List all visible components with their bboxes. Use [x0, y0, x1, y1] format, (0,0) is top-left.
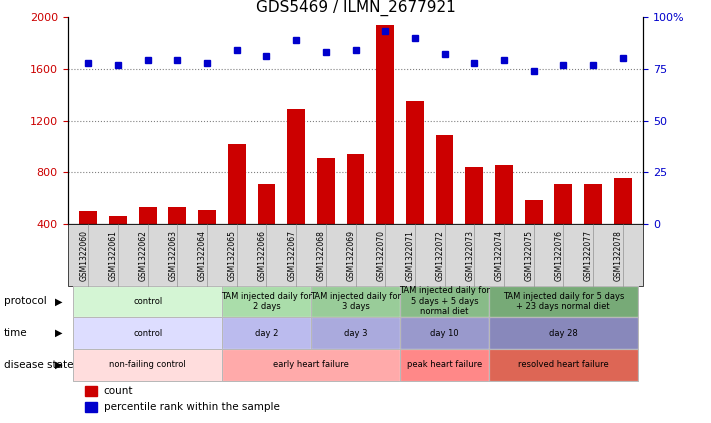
- Text: count: count: [104, 386, 133, 396]
- Bar: [198, 210, 216, 276]
- Bar: [614, 178, 631, 276]
- Text: GSM1322074: GSM1322074: [495, 230, 504, 281]
- Text: GSM1322066: GSM1322066: [257, 230, 267, 281]
- Text: protocol: protocol: [4, 297, 46, 306]
- Text: GSM1322078: GSM1322078: [614, 231, 623, 281]
- Text: disease state: disease state: [4, 360, 73, 370]
- Text: TAM injected daily for
2 days: TAM injected daily for 2 days: [221, 292, 312, 311]
- Text: GSM1322065: GSM1322065: [228, 230, 237, 281]
- Text: day 28: day 28: [549, 329, 577, 338]
- Bar: [584, 184, 602, 276]
- Bar: [169, 207, 186, 276]
- Text: GSM1322069: GSM1322069: [346, 230, 356, 281]
- Text: GSM1322076: GSM1322076: [555, 230, 563, 281]
- Text: non-failing control: non-failing control: [109, 360, 186, 369]
- Bar: [139, 207, 156, 276]
- Bar: [80, 211, 97, 276]
- Text: percentile rank within the sample: percentile rank within the sample: [104, 402, 279, 412]
- Text: time: time: [4, 328, 27, 338]
- Text: GSM1322072: GSM1322072: [436, 231, 444, 281]
- Bar: [376, 25, 394, 276]
- Bar: [436, 135, 454, 276]
- Bar: [228, 144, 246, 276]
- Text: ▶: ▶: [55, 360, 62, 370]
- Text: GSM1322073: GSM1322073: [465, 230, 474, 281]
- Text: early heart failure: early heart failure: [273, 360, 349, 369]
- Text: GSM1322077: GSM1322077: [584, 230, 593, 281]
- Text: GSM1322061: GSM1322061: [109, 231, 118, 281]
- Text: day 10: day 10: [430, 329, 459, 338]
- Text: peak heart failure: peak heart failure: [407, 360, 482, 369]
- Text: TAM injected daily for 5 days
+ 23 days normal diet: TAM injected daily for 5 days + 23 days …: [503, 292, 624, 311]
- Text: resolved heart failure: resolved heart failure: [518, 360, 609, 369]
- Text: GSM1322067: GSM1322067: [287, 230, 296, 281]
- Title: GDS5469 / ILMN_2677921: GDS5469 / ILMN_2677921: [256, 0, 455, 16]
- Bar: [109, 217, 127, 276]
- Bar: [555, 184, 572, 276]
- Text: GSM1322075: GSM1322075: [525, 230, 534, 281]
- Text: GSM1322060: GSM1322060: [80, 230, 88, 281]
- Text: ▶: ▶: [55, 328, 62, 338]
- Text: day 2: day 2: [255, 329, 278, 338]
- Bar: [406, 101, 424, 276]
- Text: GSM1322064: GSM1322064: [198, 230, 207, 281]
- Text: control: control: [133, 297, 162, 306]
- Text: GSM1322063: GSM1322063: [169, 230, 177, 281]
- Bar: [346, 154, 365, 276]
- Bar: [525, 200, 542, 276]
- Text: ▶: ▶: [55, 297, 62, 306]
- Text: GSM1322071: GSM1322071: [406, 231, 415, 281]
- Text: TAM injected daily for
5 days + 5 days
normal diet: TAM injected daily for 5 days + 5 days n…: [399, 286, 490, 316]
- Bar: [257, 184, 275, 276]
- Bar: [317, 158, 335, 276]
- Bar: [495, 165, 513, 276]
- Text: GSM1322070: GSM1322070: [376, 230, 385, 281]
- Text: TAM injected daily for
3 days: TAM injected daily for 3 days: [310, 292, 401, 311]
- Text: GSM1322062: GSM1322062: [139, 231, 148, 281]
- Text: control: control: [133, 329, 162, 338]
- Text: GSM1322068: GSM1322068: [317, 231, 326, 281]
- Bar: [287, 109, 305, 276]
- Text: day 3: day 3: [343, 329, 368, 338]
- Bar: [465, 167, 483, 276]
